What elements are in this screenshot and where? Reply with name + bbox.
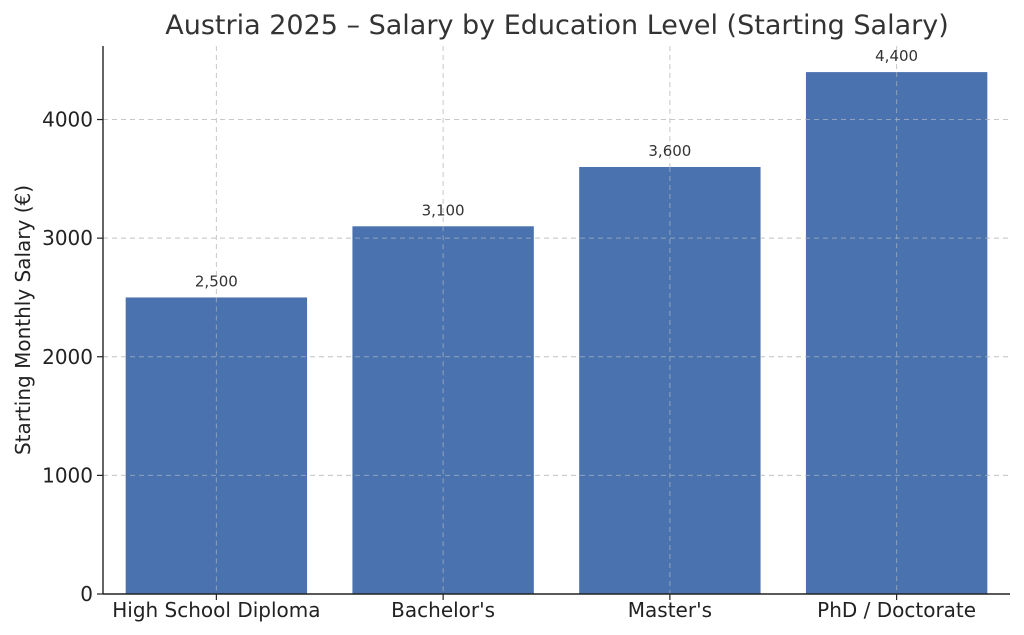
axis-layer: 0 1000 2000 3000 4000 High School Diploma Bach… — [42, 46, 1010, 622]
data-label: 3,600 — [648, 142, 691, 160]
data-label: 2,500 — [195, 272, 238, 290]
x-tick-label: Master's — [628, 598, 712, 622]
data-label-layer: 2,500 3,100 3,600 4,400 — [195, 47, 918, 290]
y-tick-label: 2000 — [42, 345, 93, 369]
y-tick-label: 1000 — [42, 463, 93, 487]
x-tick-label: High School Diploma — [112, 598, 320, 622]
x-tick-label: PhD / Doctorate — [817, 598, 976, 622]
data-label: 3,100 — [422, 201, 465, 219]
data-label: 4,400 — [875, 47, 918, 65]
y-axis-label: Starting Monthly Salary (€) — [11, 185, 35, 455]
x-tick-label: Bachelor's — [391, 598, 495, 622]
y-tick-label: 4000 — [42, 108, 93, 132]
bar-layer — [103, 72, 1010, 595]
chart-title: Austria 2025 – Salary by Education Level… — [165, 10, 948, 41]
y-tick-label: 3000 — [42, 226, 93, 250]
y-tick-label: 0 — [80, 582, 93, 606]
